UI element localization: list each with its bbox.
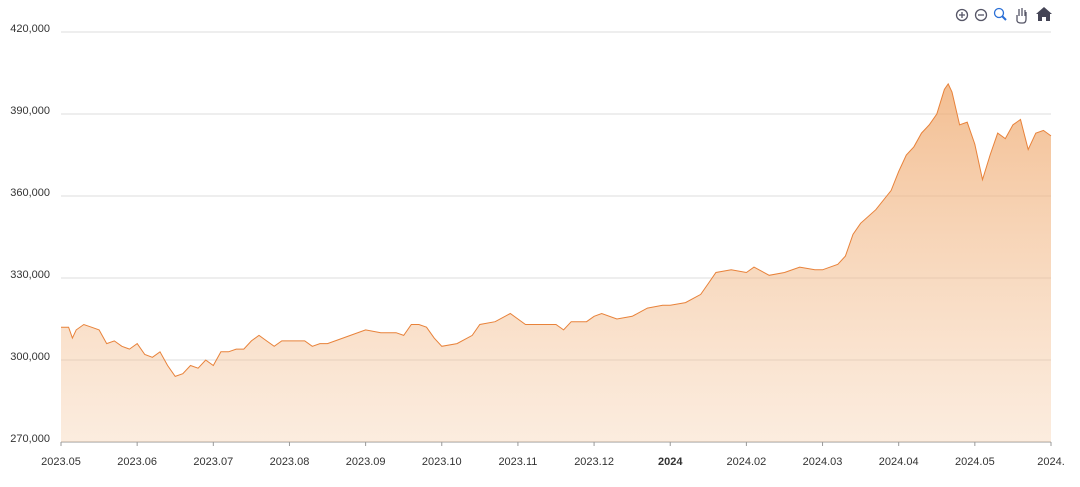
reset-button[interactable]	[1036, 7, 1052, 21]
x-tick-label: 2024.03	[803, 456, 843, 468]
x-tick-label: 2023.09	[346, 456, 386, 468]
y-tick-label: 300,000	[10, 351, 50, 363]
pan-button[interactable]	[1016, 8, 1027, 24]
y-tick-label: 330,000	[10, 269, 50, 281]
x-tick-label: 2023.06	[117, 456, 157, 468]
zoom-in-button[interactable]	[955, 8, 969, 22]
y-tick-label: 420,000	[10, 23, 50, 35]
x-tick-label: 2023.08	[270, 456, 310, 468]
x-tick-label: 2023.12	[574, 456, 614, 468]
x-tick-label: 2023.07	[193, 456, 233, 468]
area-line	[61, 82, 1052, 377]
x-tick-label: 2024.05	[955, 456, 995, 468]
x-tick-label: 2024.	[1037, 456, 1065, 468]
x-tick-label: 2023.10	[422, 456, 462, 468]
x-tick-label: 2024.02	[727, 456, 767, 468]
y-tick-label: 270,000	[10, 433, 50, 445]
y-tick-label: 390,000	[10, 105, 50, 117]
x-tick-label: 2024.04	[879, 456, 919, 468]
zoom-out-button[interactable]	[974, 8, 988, 22]
toolbar	[955, 7, 1052, 24]
plot-area: 270,000 300,000 330,000 360,000 390,000 420,0…	[10, 23, 1065, 468]
x-tick-label: 2023.05	[41, 456, 81, 468]
y-tick-label: 360,000	[10, 187, 50, 199]
area-fill	[61, 83, 1051, 443]
x-tick-label: 2023.11	[498, 456, 537, 468]
zoom-button[interactable]	[993, 7, 1007, 21]
x-tick-label: 2024	[658, 456, 683, 468]
